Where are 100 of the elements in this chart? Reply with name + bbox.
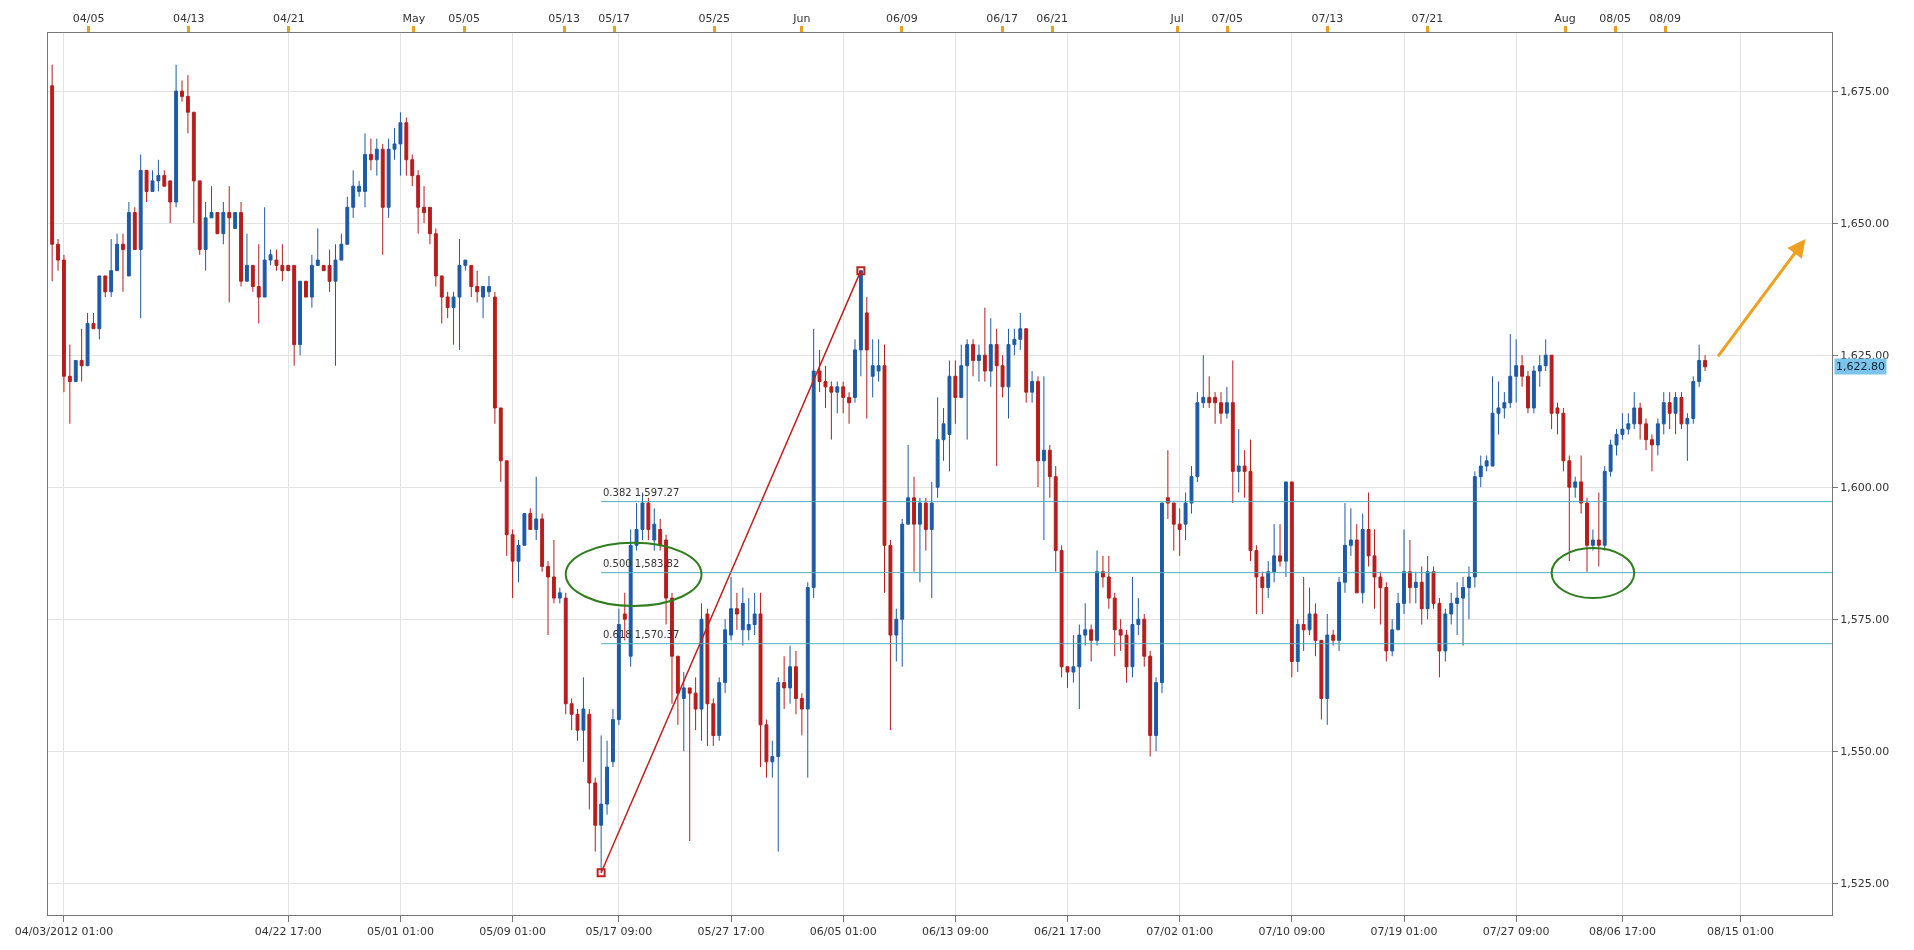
candlestick xyxy=(1667,391,1672,430)
candlestick xyxy=(546,560,550,636)
candlestick xyxy=(368,138,373,171)
candlestick xyxy=(776,676,781,853)
candlestick xyxy=(1402,528,1406,615)
candlestick xyxy=(740,587,745,647)
candlestick xyxy=(56,238,60,272)
candlestick xyxy=(1697,344,1702,388)
candlestick xyxy=(1095,550,1099,647)
candlestick xyxy=(1508,333,1513,409)
candlestick xyxy=(581,676,586,763)
candlestick xyxy=(977,344,981,383)
x-tick-label: 07/02 01:00 xyxy=(1146,925,1214,939)
candlestick xyxy=(298,280,303,356)
candlestick xyxy=(345,196,350,245)
candlestick xyxy=(1224,386,1229,420)
candlestick xyxy=(551,539,556,604)
candlestick xyxy=(870,338,875,398)
x2-tick-label: 07/13 xyxy=(1311,11,1344,25)
candlestick xyxy=(693,676,698,731)
text: 1,622.80 xyxy=(1836,360,1885,373)
candlestick xyxy=(1236,428,1241,493)
candlestick xyxy=(782,655,787,710)
candlestick xyxy=(144,169,149,203)
candlestick xyxy=(286,264,291,272)
candlestick xyxy=(410,153,415,187)
candlestick xyxy=(1425,555,1430,620)
x-tick-label: 06/05 01:00 xyxy=(809,925,877,939)
candlestick xyxy=(729,576,733,641)
candlestick xyxy=(115,233,120,272)
candlestick xyxy=(971,338,976,377)
candlestick xyxy=(256,243,261,324)
candlestick xyxy=(1201,354,1206,409)
candlestick xyxy=(221,201,226,245)
x2-tick-label: 05/25 xyxy=(698,11,731,25)
candlestick xyxy=(428,206,432,245)
candlestick xyxy=(292,264,297,367)
candlestick xyxy=(1449,592,1454,626)
candlestick xyxy=(79,328,84,383)
candlestick xyxy=(492,291,497,425)
x2-tick-label: Jul xyxy=(1169,11,1184,25)
candlestick xyxy=(1573,476,1578,499)
x2-tick-label: 05/13 xyxy=(548,11,580,25)
candlestick xyxy=(788,645,792,705)
candlestick xyxy=(929,481,934,599)
candlestick xyxy=(563,592,568,715)
candlestick xyxy=(233,212,238,229)
x-tick-label: 07/27 09:00 xyxy=(1482,925,1550,939)
candlestick xyxy=(1219,391,1223,425)
x2-tick-label: 04/05 xyxy=(72,11,105,25)
candlestick xyxy=(953,359,958,425)
x2-tick-label: 06/21 xyxy=(1036,11,1068,25)
candlestick xyxy=(351,169,356,219)
x-tick-label: 05/09 01:00 xyxy=(479,925,547,939)
candlestick xyxy=(162,169,167,187)
candlestick xyxy=(1384,581,1389,662)
candlestick xyxy=(185,74,190,134)
candlestick xyxy=(1638,402,1643,441)
candlestick xyxy=(593,777,598,853)
x2-tick-label: Jun xyxy=(792,11,811,25)
candlestick xyxy=(1148,650,1153,758)
candlestick xyxy=(109,238,114,298)
candlestick xyxy=(1655,418,1660,457)
candlestick xyxy=(1520,354,1525,388)
candlestick xyxy=(1207,375,1212,409)
x-tick-label: 07/19 01:00 xyxy=(1370,925,1438,939)
candlestick xyxy=(1142,613,1147,668)
candlestick xyxy=(1413,571,1418,604)
candlestick xyxy=(1472,470,1477,589)
candlestick xyxy=(1266,560,1271,599)
candlestick xyxy=(126,201,131,277)
candlestick xyxy=(1112,592,1117,657)
candlestick xyxy=(1354,523,1359,594)
candlestick xyxy=(675,655,680,726)
candlestick xyxy=(1047,444,1052,499)
candlestick xyxy=(699,602,704,742)
candlestick xyxy=(1531,365,1536,414)
candlestick xyxy=(1230,359,1235,504)
x2-tick-label: 05/17 xyxy=(598,11,631,25)
candlestick xyxy=(1537,354,1542,388)
candlestick xyxy=(847,391,852,425)
x2-tick-label: 08/05 xyxy=(1599,11,1631,25)
x2-tick-label: 06/09 xyxy=(886,11,918,25)
candlestick xyxy=(1585,497,1589,573)
candlestick xyxy=(445,291,450,319)
candlestick xyxy=(1703,354,1708,372)
candlestick xyxy=(923,497,928,552)
candlestick xyxy=(1661,391,1666,435)
candlestick xyxy=(1343,502,1347,594)
candlestick xyxy=(681,671,686,752)
candlestick xyxy=(357,180,362,198)
candlestick xyxy=(439,275,444,324)
candlestick xyxy=(540,513,545,573)
candlestick xyxy=(1526,370,1530,414)
y-tick-label: 1,550.00 xyxy=(1840,745,1890,759)
candlestick xyxy=(121,233,125,293)
x-tick-label: 04/03/2012 01:00 xyxy=(14,925,114,939)
candlestick xyxy=(965,338,970,441)
candlestick xyxy=(61,254,66,393)
candlestick xyxy=(687,687,692,842)
